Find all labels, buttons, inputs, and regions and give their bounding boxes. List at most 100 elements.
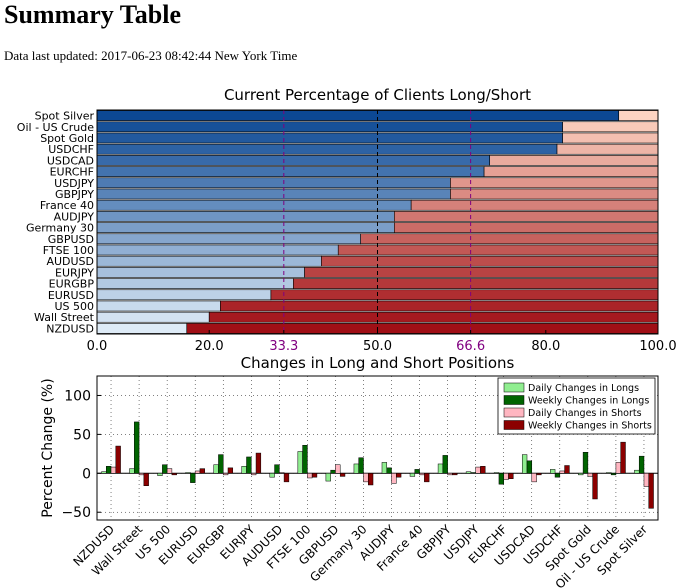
change-bar	[452, 473, 458, 476]
change-bar	[115, 445, 121, 474]
change-bar	[311, 473, 318, 478]
last-updated-label: Data last updated:	[4, 48, 98, 63]
y-tick-label: 100	[64, 388, 91, 404]
change-bar	[536, 473, 542, 476]
category-label: USDCAD	[47, 154, 94, 167]
short-bar	[360, 233, 659, 245]
change-bar	[554, 473, 561, 478]
long-bar	[96, 199, 412, 211]
change-bar	[638, 455, 645, 474]
x-tick-label: 33.3	[269, 339, 298, 354]
change-bar	[610, 473, 617, 476]
change-bar	[190, 473, 196, 483]
change-bar	[134, 421, 140, 474]
short-bar	[270, 289, 659, 301]
short-bar	[208, 311, 659, 323]
legend-label: Daily Changes in Longs	[528, 383, 639, 394]
long-bar	[96, 233, 361, 245]
legend-swatch	[503, 407, 525, 418]
legend-label: Weekly Changes in Shorts	[528, 421, 652, 432]
change-bar	[185, 472, 191, 474]
change-bar	[442, 455, 448, 474]
category-label: USDJPY	[54, 177, 94, 190]
x-tick-label: 20.0	[195, 339, 224, 354]
change-bar	[493, 472, 500, 474]
x-tick-label: 0.0	[87, 339, 108, 354]
long-bar	[96, 244, 339, 256]
legend-swatch	[503, 420, 525, 430]
y-axis-label: Percent Change (%)	[40, 378, 56, 517]
change-bar	[643, 473, 649, 487]
change-bar	[409, 473, 416, 477]
short-bar	[562, 132, 659, 144]
legend-label: Daily Changes in Shorts	[528, 408, 642, 419]
change-bar	[138, 473, 145, 476]
change-bar	[218, 454, 224, 474]
change-bar	[391, 473, 397, 484]
chart2-title: Changes in Long and Short Positions	[241, 354, 515, 372]
position-changes-chart: Changes in Long and Short Positions −50 0 5…	[40, 354, 659, 588]
short-bar	[337, 244, 659, 256]
y-tick-label: −50	[61, 505, 91, 521]
change-bar	[508, 473, 514, 479]
change-bar	[213, 464, 219, 474]
long-bar	[96, 255, 322, 267]
category-label: Wall Street	[34, 311, 95, 324]
long-bar	[96, 278, 294, 289]
change-bar	[606, 472, 612, 474]
change-bar	[255, 452, 262, 474]
short-bar	[394, 211, 659, 222]
long-short-percentage-chart: Current Percentage of Clients Long/Short…	[17, 86, 677, 354]
change-bar	[648, 473, 654, 509]
change-bar	[470, 472, 476, 474]
change-bar	[335, 464, 341, 474]
change-bar	[634, 469, 640, 474]
category-label: Oil - US Crude	[17, 121, 94, 134]
change-bar	[437, 463, 444, 474]
short-bar	[321, 255, 659, 267]
category-label: Spot Gold	[40, 132, 94, 145]
change-bar	[222, 473, 229, 476]
long-bar	[96, 211, 395, 222]
change-bar	[246, 456, 252, 474]
change-bar	[503, 473, 509, 480]
change-bar	[615, 462, 621, 474]
change-bar	[106, 466, 112, 474]
change-bar	[166, 468, 173, 474]
category-label: Germany 30	[26, 222, 94, 235]
change-bar	[358, 457, 364, 474]
change-bar	[101, 471, 107, 474]
plot-frame	[96, 375, 659, 521]
change-bar	[620, 441, 626, 474]
change-bar	[498, 473, 504, 485]
short-bar	[220, 300, 659, 312]
change-bar	[521, 454, 528, 474]
change-bar	[559, 470, 565, 474]
change-bar	[582, 452, 589, 474]
change-bar	[339, 473, 346, 477]
change-bar	[302, 445, 308, 474]
legend-swatch	[503, 382, 525, 393]
long-bar	[96, 222, 395, 233]
change-bar	[414, 469, 420, 474]
y-tick-label: 0	[82, 466, 91, 482]
short-bar	[293, 278, 659, 289]
category-label: EURCHF	[50, 166, 94, 179]
category-label: GBPUSD	[48, 233, 94, 246]
change-bar	[162, 464, 168, 474]
category-label: USDCHF	[48, 143, 94, 156]
long-bar	[96, 110, 620, 121]
change-bar	[194, 470, 201, 474]
category-label: AUDJPY	[54, 210, 95, 223]
change-bar	[480, 466, 486, 474]
long-bar	[96, 143, 558, 155]
change-bar	[526, 460, 533, 474]
change-bar	[592, 473, 598, 500]
chart1-title: Current Percentage of Clients Long/Short	[224, 86, 531, 104]
short-bar	[394, 222, 659, 233]
change-bar	[424, 473, 430, 483]
change-bar	[475, 466, 481, 474]
long-bar	[96, 155, 491, 166]
x-tick-label: 66.6	[456, 339, 485, 354]
legend-swatch	[503, 395, 525, 405]
